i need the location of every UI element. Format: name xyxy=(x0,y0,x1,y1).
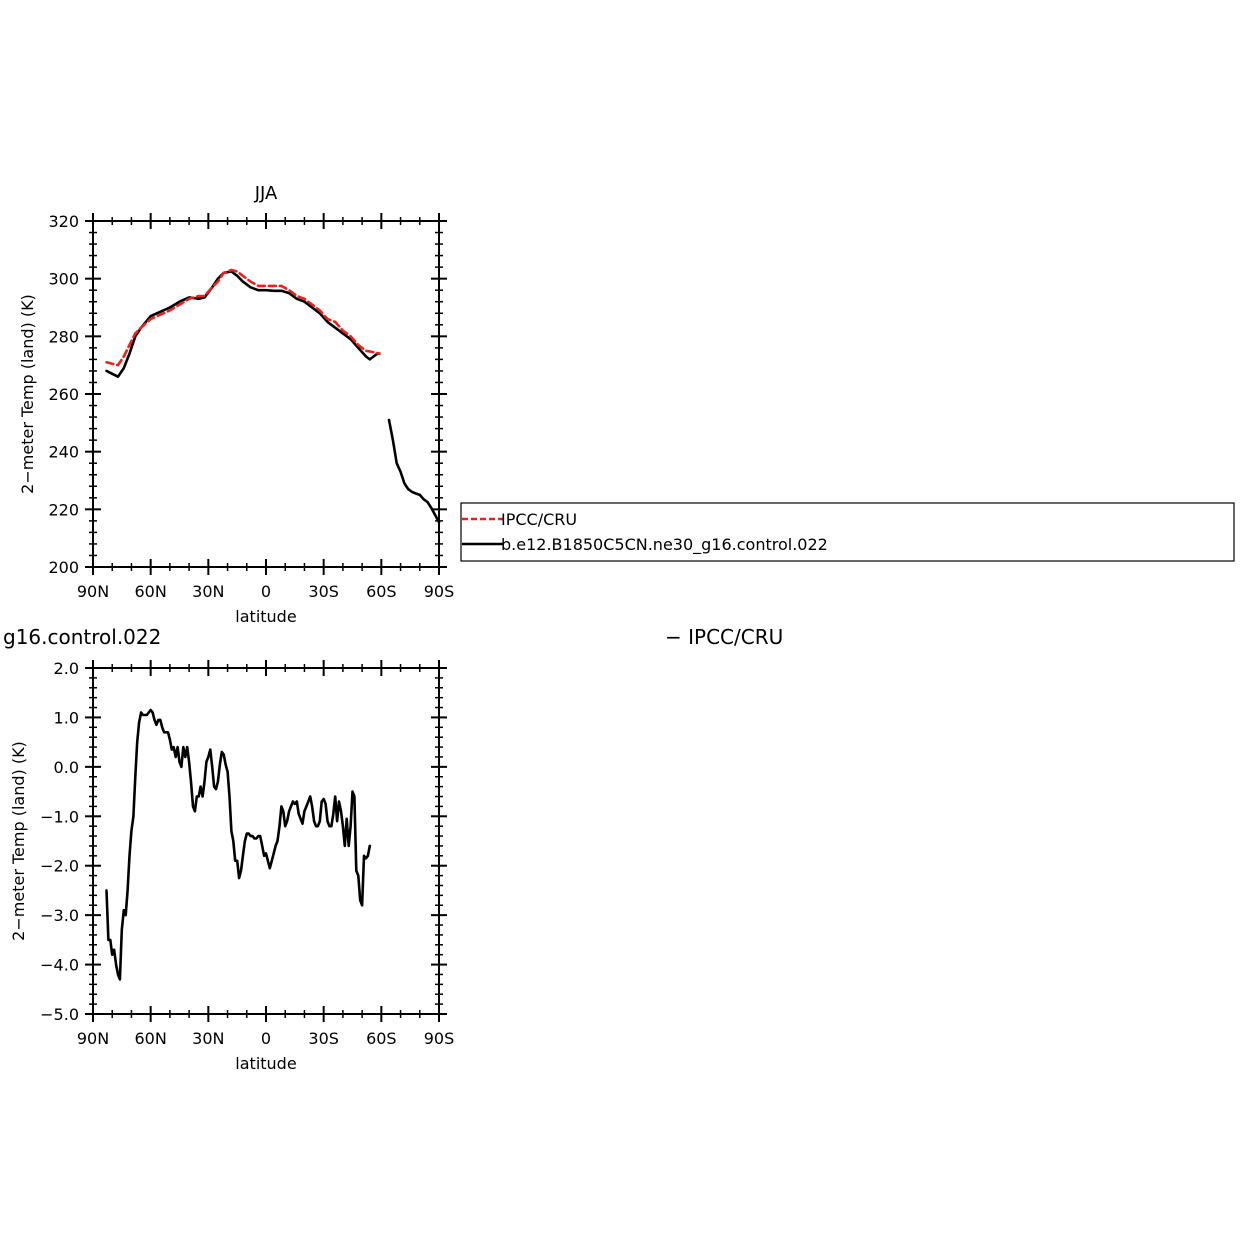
top-chart-title: JJA xyxy=(254,183,278,204)
bottom-y-tick-label: −5.0 xyxy=(40,1005,79,1024)
bottom-y-tick-label: 0.0 xyxy=(54,758,79,777)
bottom-series-0-line xyxy=(105,708,372,981)
top-x-ticks: 90N 60N 30N 0 30S 60S 90S xyxy=(77,213,454,601)
top-y-tick-label: 320 xyxy=(48,212,79,231)
top-series-1-line xyxy=(387,418,441,524)
bottom-y-tick-label: −1.0 xyxy=(40,807,79,826)
bottom-x-tick-label: 60S xyxy=(366,1029,397,1048)
top-x-tick-label: 30N xyxy=(192,582,224,601)
top-y-tick-label: 260 xyxy=(48,385,79,404)
top-plot-frame xyxy=(92,220,440,568)
top-series-0-line xyxy=(105,268,381,367)
bottom-y-tick-label: −4.0 xyxy=(40,956,79,975)
bottom-plot-frame xyxy=(92,667,440,1015)
top-y-axis-label: 2−meter Temp (land) (K) xyxy=(18,294,37,494)
bottom-chart-title-right-fragment: − IPCC/CRU xyxy=(665,625,783,649)
bottom-y-tick-label: −3.0 xyxy=(40,906,79,925)
bottom-x-tick-label: 90S xyxy=(424,1029,455,1048)
bottom-x-ticks: 90N 60N 30N 0 30S 60S 90S xyxy=(77,660,454,1048)
bottom-y-tick-label: −2.0 xyxy=(40,857,79,876)
bottom-x-tick-label: 30N xyxy=(192,1029,224,1048)
top-series-group xyxy=(105,268,441,524)
top-y-tick-label: 280 xyxy=(48,327,79,346)
bottom-x-tick-label: 60N xyxy=(135,1029,167,1048)
legend-label-model: b.e12.B1850C5CN.ne30_g16.control.022 xyxy=(501,535,828,555)
top-x-tick-label: 60N xyxy=(135,582,167,601)
legend: IPCC/CRU b.e12.B1850C5CN.ne30_g16.contro… xyxy=(460,502,1235,562)
bottom-x-tick-label: 90N xyxy=(77,1029,109,1048)
top-x-tick-label: 60S xyxy=(366,582,397,601)
legend-label-ipcc: IPCC/CRU xyxy=(501,510,577,529)
bottom-y-ticks: −5.0 −4.0 −3.0 −2.0 −1.0 0.0 1.0 2.0 xyxy=(40,659,447,1024)
bottom-y-tick-label: 2.0 xyxy=(54,659,79,678)
legend-box xyxy=(460,502,1235,562)
top-y-tick-label: 220 xyxy=(48,500,79,519)
top-y-tick-label: 200 xyxy=(48,558,79,577)
top-x-tick-label: 90N xyxy=(77,582,109,601)
top-series-1-line xyxy=(105,270,381,379)
top-x-axis-label: latitude xyxy=(235,607,296,626)
bottom-chart-title-fragment: g16.control.022 xyxy=(3,625,161,649)
bottom-y-tick-label: 1.0 xyxy=(54,708,79,727)
top-panel: JJA 90N 60N 30N 0 30S 60S 90S 200 220 240 260 280 3… xyxy=(18,183,454,626)
top-x-tick-label: 90S xyxy=(424,582,455,601)
top-y-tick-label: 240 xyxy=(48,443,79,462)
top-y-tick-label: 300 xyxy=(48,270,79,289)
bottom-series-group xyxy=(105,708,372,981)
bottom-x-tick-label: 0 xyxy=(261,1029,271,1048)
top-y-ticks: 200 220 240 260 280 300 320 xyxy=(48,212,447,577)
top-x-tick-label: 30S xyxy=(308,582,339,601)
bottom-panel: 90N 60N 30N 0 30S 60S 90S −5.0 −4.0 −3.0 −2.0 −1.0… xyxy=(9,659,454,1073)
bottom-x-axis-label: latitude xyxy=(235,1054,296,1073)
bottom-x-tick-label: 30S xyxy=(308,1029,339,1048)
bottom-y-axis-label: 2−meter Temp (land) (K) xyxy=(9,741,28,941)
top-x-tick-label: 0 xyxy=(261,582,271,601)
